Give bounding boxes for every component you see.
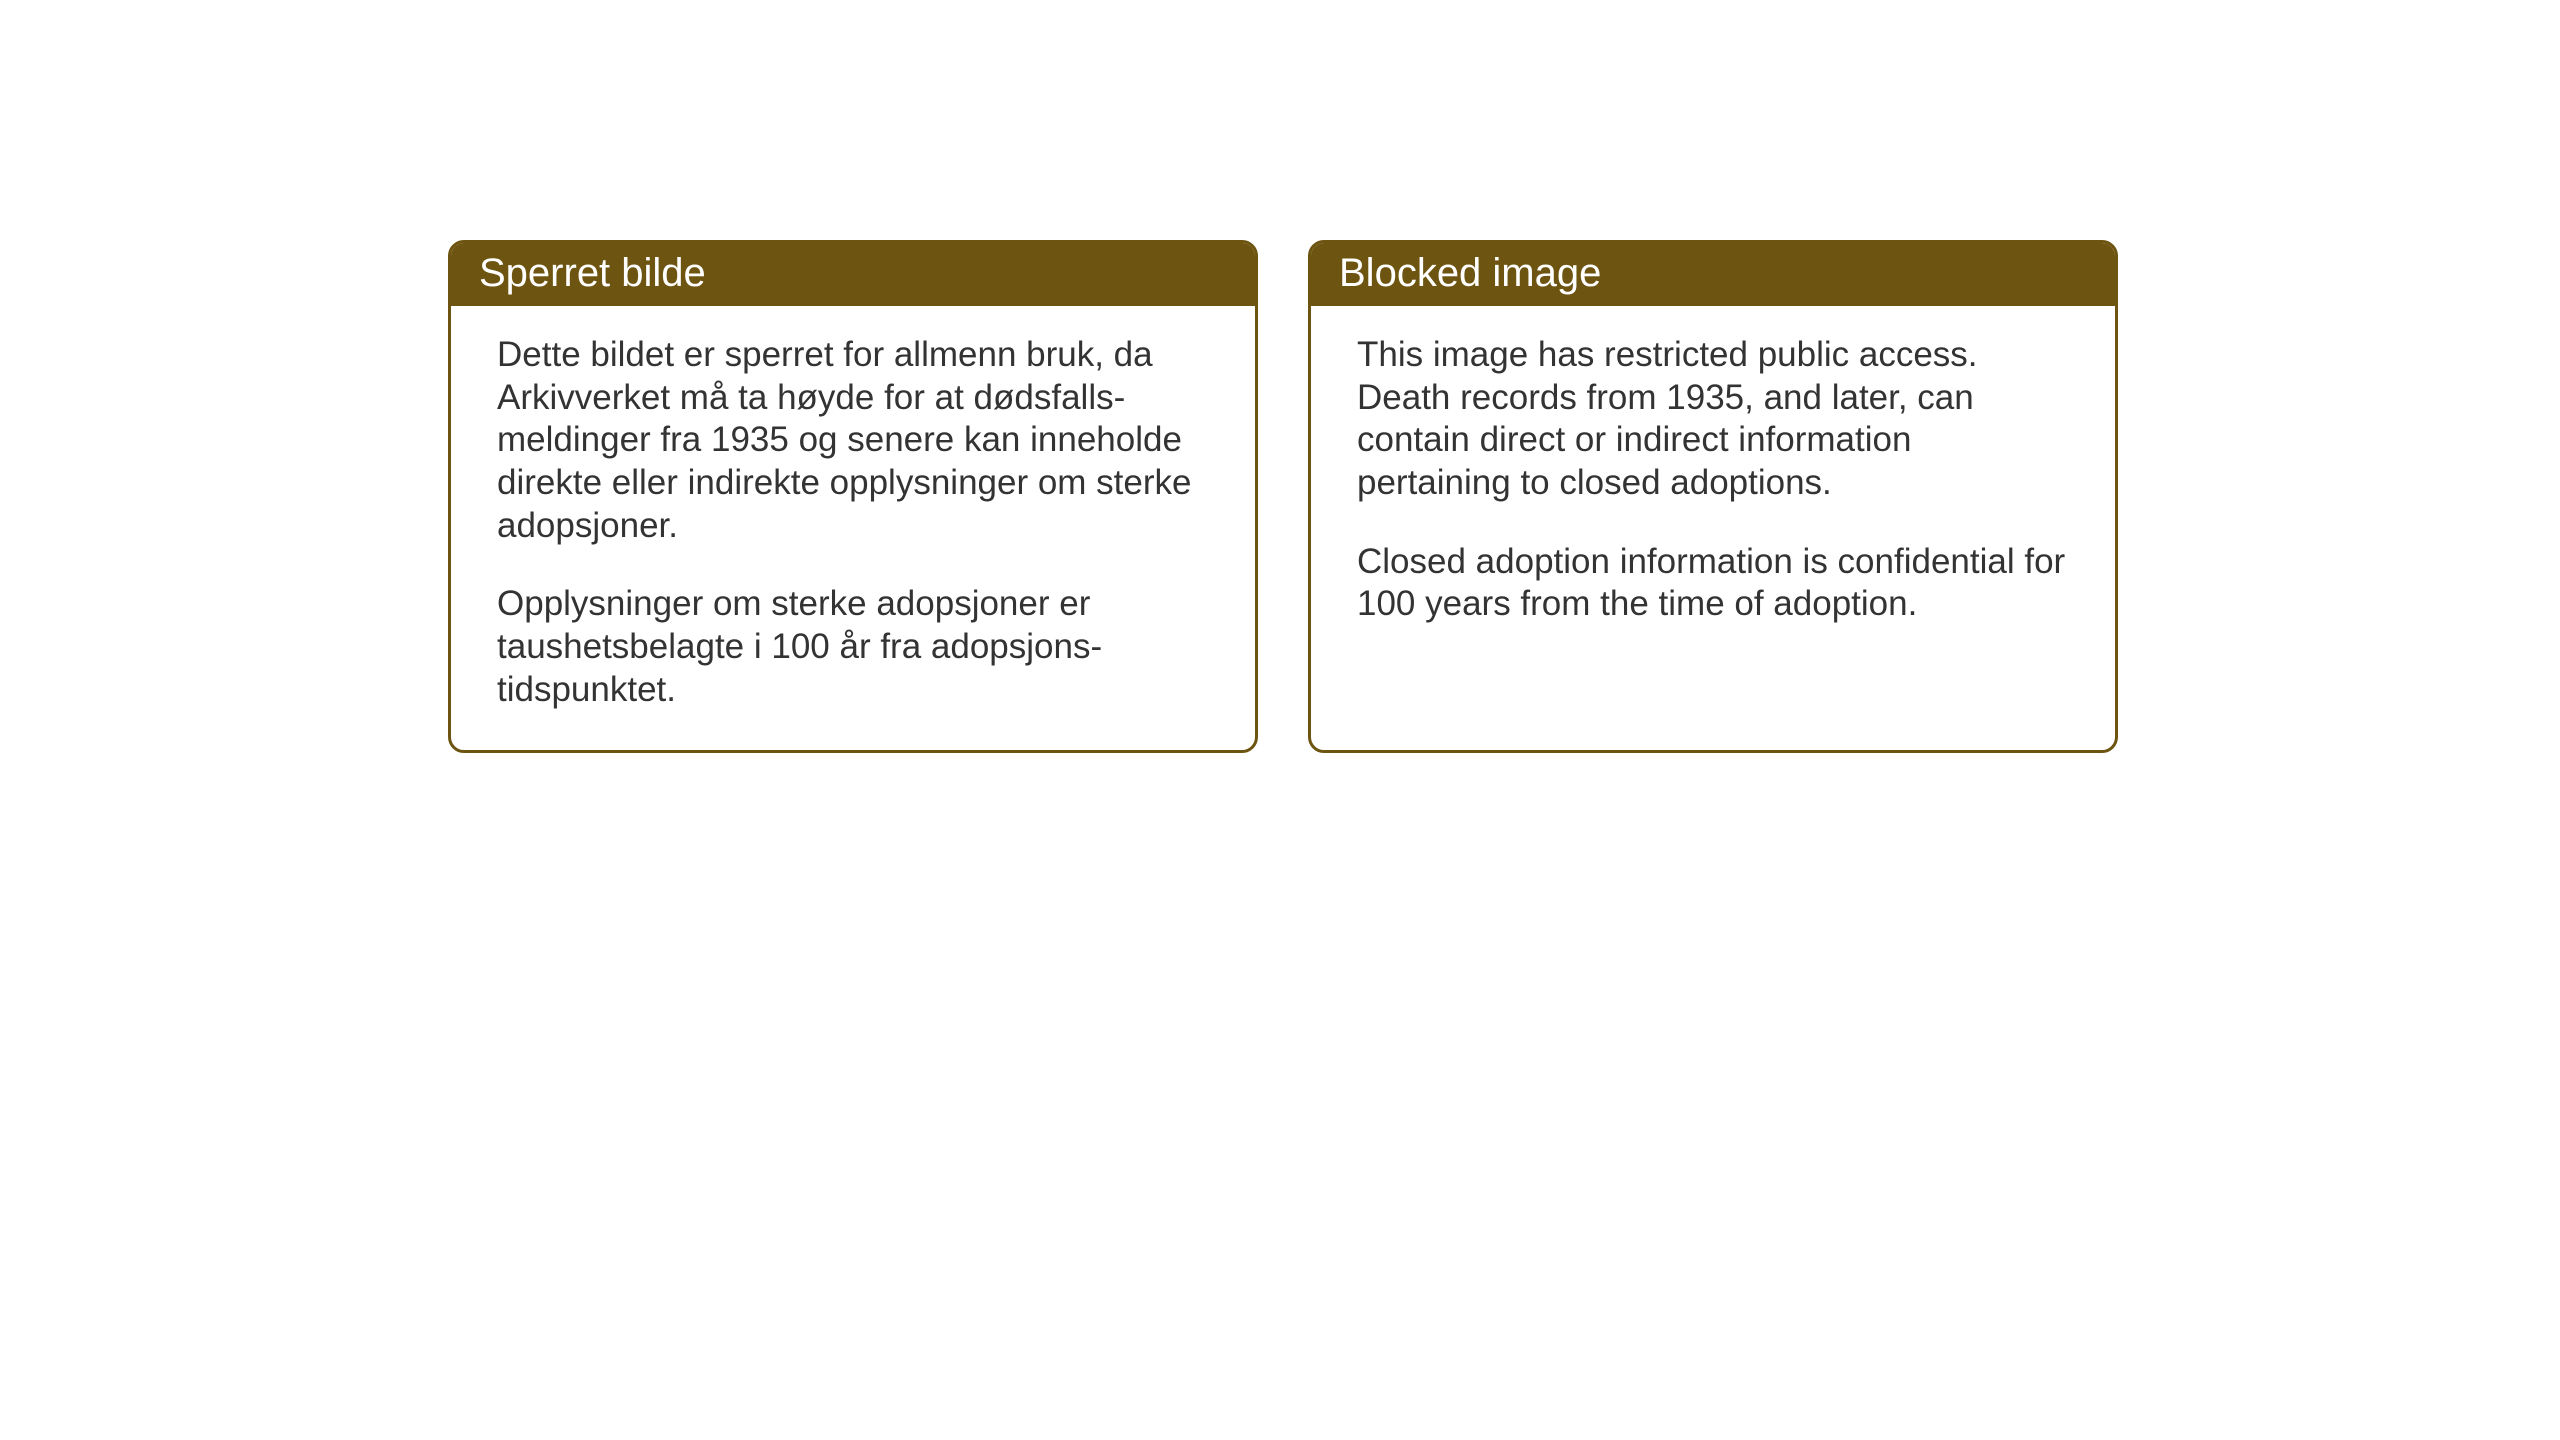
notice-box-english: Blocked image This image has restricted … xyxy=(1308,240,2118,753)
notice-header-norwegian: Sperret bilde xyxy=(451,243,1255,306)
notice-container: Sperret bilde Dette bildet er sperret fo… xyxy=(448,240,2118,753)
notice-body-english: This image has restricted public access.… xyxy=(1311,306,2115,664)
notice-paragraph-1-norwegian: Dette bildet er sperret for allmenn bruk… xyxy=(497,334,1209,547)
notice-title-english: Blocked image xyxy=(1339,251,1601,295)
notice-body-norwegian: Dette bildet er sperret for allmenn bruk… xyxy=(451,306,1255,750)
notice-paragraph-2-norwegian: Opplysninger om sterke adopsjoner er tau… xyxy=(497,583,1209,711)
notice-paragraph-1-english: This image has restricted public access.… xyxy=(1357,334,2069,505)
notice-title-norwegian: Sperret bilde xyxy=(479,251,706,295)
notice-paragraph-2-english: Closed adoption information is confident… xyxy=(1357,541,2069,626)
notice-box-norwegian: Sperret bilde Dette bildet er sperret fo… xyxy=(448,240,1258,753)
notice-header-english: Blocked image xyxy=(1311,243,2115,306)
